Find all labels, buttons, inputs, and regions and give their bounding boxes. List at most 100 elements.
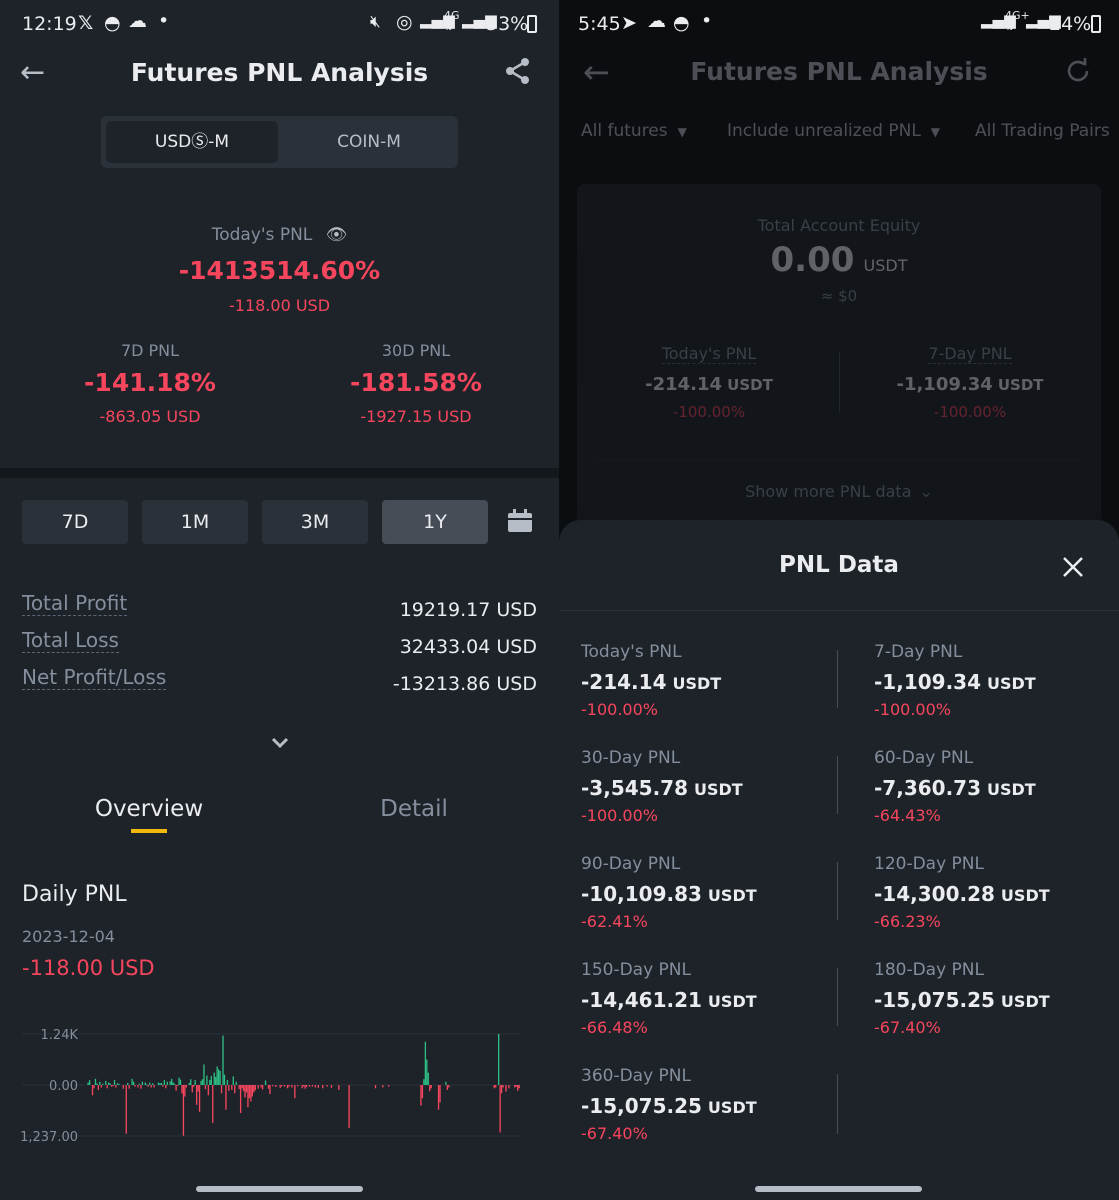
show-more-button[interactable]: Show more PNL data ⌄ bbox=[577, 482, 1101, 501]
pnl-item-label: 360-Day PNL bbox=[581, 1066, 691, 1086]
total-profit-label[interactable]: Total Profit bbox=[22, 591, 128, 616]
daily-pnl-value: -118.00 USD bbox=[22, 956, 155, 980]
home-indicator[interactable] bbox=[196, 1186, 363, 1192]
battery-icon bbox=[527, 15, 537, 33]
chart-bar bbox=[267, 1085, 270, 1089]
chart-bar bbox=[330, 1085, 333, 1088]
status-time: 12:19 bbox=[22, 13, 77, 35]
bg-today-label[interactable]: Today's PNL bbox=[609, 344, 809, 364]
todays-pnl-usd: -118.00 USD bbox=[228, 296, 331, 315]
pnl-item-360d: 360-Day PNL -15,075.25 USDT -67.40% bbox=[581, 1066, 821, 1143]
pnl-item-label: 7-Day PNL bbox=[874, 642, 963, 662]
filter-trading-pairs[interactable]: All Trading Pairs bbox=[975, 121, 1110, 141]
chart-bar bbox=[348, 1085, 350, 1128]
chart-bar bbox=[169, 1081, 171, 1085]
range-3m-button[interactable]: 3M bbox=[262, 500, 368, 544]
chart-bar bbox=[134, 1085, 136, 1087]
daily-pnl-chart[interactable]: 1.24K 0.00 1,237.00 bbox=[0, 1020, 559, 1200]
share-icon[interactable] bbox=[504, 57, 532, 85]
chart-bar bbox=[228, 1085, 230, 1091]
chart-bar bbox=[207, 1085, 210, 1096]
show-more-label: Show more PNL data bbox=[745, 482, 912, 501]
margin-type-switch: USDⓈ-M COIN-M bbox=[101, 116, 458, 168]
chart-bar bbox=[194, 1080, 196, 1085]
total-loss-label[interactable]: Total Loss bbox=[22, 628, 119, 653]
chart-bar bbox=[179, 1079, 182, 1085]
pnl-item-percent: -100.00% bbox=[581, 806, 658, 825]
chart-bar bbox=[150, 1085, 152, 1088]
chart-bar bbox=[195, 1085, 198, 1105]
chart-bar bbox=[493, 1085, 495, 1089]
chart-bar bbox=[132, 1081, 135, 1085]
chart-bar bbox=[116, 1083, 119, 1085]
tab-detail[interactable]: Detail bbox=[380, 796, 448, 822]
signal-icon-2: ▂▄▆ bbox=[462, 11, 497, 29]
pnl-item-label: 120-Day PNL bbox=[874, 854, 984, 874]
chart-bar bbox=[219, 1071, 221, 1085]
sheet-divider bbox=[559, 610, 1119, 611]
chart-bar bbox=[171, 1078, 173, 1085]
chart-bar bbox=[153, 1085, 155, 1088]
close-icon[interactable] bbox=[1062, 556, 1084, 578]
chart-bar bbox=[106, 1085, 108, 1089]
pnl-data-sheet: PNL Data Today's PNL -214.14 USDT -100.00… bbox=[559, 520, 1119, 1200]
chart-bar bbox=[128, 1085, 130, 1089]
chart-bar bbox=[446, 1085, 449, 1090]
net-pnl-value: -13213.86 USD bbox=[392, 673, 537, 695]
network-4g-icon-right: 4G+ ⇅ bbox=[1005, 9, 1030, 33]
page-title-right: Futures PNL Analysis bbox=[690, 57, 988, 86]
pnl-item-unit: USDT bbox=[694, 780, 743, 799]
chart-bar bbox=[165, 1085, 167, 1089]
filter-all-futures[interactable]: All futures ▼ bbox=[581, 121, 687, 141]
chart-bar bbox=[216, 1066, 218, 1085]
back-arrow-icon-right[interactable]: ← bbox=[583, 53, 610, 91]
chart-bar bbox=[500, 1085, 503, 1094]
range-1m-button[interactable]: 1M bbox=[142, 500, 248, 544]
tab-usds-m[interactable]: USDⓈ-M bbox=[106, 121, 278, 163]
pnl-item-unit: USDT bbox=[707, 886, 757, 905]
dot-icon: • bbox=[158, 10, 170, 32]
chart-bar bbox=[201, 1079, 204, 1085]
range-7d-button[interactable]: 7D bbox=[22, 500, 128, 544]
chart-bar bbox=[181, 1085, 183, 1094]
daily-pnl-title: Daily PNL bbox=[22, 882, 127, 907]
signal-icon: ▂▄▆ bbox=[420, 11, 455, 29]
pnl-7d-percent: -141.18% bbox=[84, 368, 216, 397]
expand-chevron-icon[interactable] bbox=[270, 736, 290, 750]
refresh-icon[interactable] bbox=[1065, 58, 1091, 84]
home-indicator-right[interactable] bbox=[755, 1186, 922, 1192]
pnl-item-value: -214.14 bbox=[581, 670, 667, 694]
chart-bar bbox=[260, 1085, 262, 1088]
calendar-icon[interactable] bbox=[507, 509, 533, 533]
chart-bar bbox=[279, 1085, 281, 1088]
chart-bar bbox=[244, 1085, 246, 1098]
chart-bar bbox=[94, 1078, 97, 1085]
chart-bar bbox=[97, 1085, 100, 1090]
chart-bar bbox=[518, 1085, 520, 1089]
back-arrow-icon[interactable]: ← bbox=[20, 55, 46, 90]
range-1y-button[interactable]: 1Y bbox=[382, 500, 488, 544]
chart-bar bbox=[127, 1082, 129, 1085]
pnl-item-150d: 150-Day PNL -14,461.21 USDT -66.48% bbox=[581, 960, 821, 1037]
filter-unrealized[interactable]: Include unrealized PNL ▼ bbox=[727, 121, 940, 141]
dot-icon-right: • bbox=[701, 10, 713, 32]
eye-icon[interactable]: 👁︎ bbox=[325, 225, 348, 245]
tab-coin-m[interactable]: COIN-M bbox=[337, 132, 401, 152]
network-4g-icon: 4G ⇅ bbox=[444, 9, 460, 33]
chart-bar bbox=[245, 1085, 248, 1093]
bg-divider bbox=[839, 352, 840, 412]
status-bar-right: 5:45 ➤ ☁ ◓ • ▂▄▆ 4G+ ⇅ ▂▄▆ 24% bbox=[559, 0, 1119, 50]
chart-bar bbox=[91, 1085, 94, 1096]
chart-bar bbox=[193, 1085, 195, 1088]
tab-overview[interactable]: Overview bbox=[94, 796, 204, 822]
net-pnl-label[interactable]: Net Profit/Loss bbox=[22, 665, 167, 690]
bg-7d-label[interactable]: 7-Day PNL bbox=[870, 344, 1070, 364]
pnl-item-value: -1,109.34 bbox=[874, 670, 981, 694]
pnl-item-label: Today's PNL bbox=[581, 642, 682, 662]
filter-unrealized-label: Include unrealized PNL bbox=[727, 121, 921, 141]
pnl-item-value: -7,360.73 bbox=[874, 776, 981, 800]
chart-bar bbox=[247, 1085, 249, 1108]
todays-pnl-label: Today's PNL bbox=[211, 225, 313, 245]
equity-label: Total Account Equity bbox=[757, 216, 921, 235]
chart-bar bbox=[172, 1082, 174, 1085]
